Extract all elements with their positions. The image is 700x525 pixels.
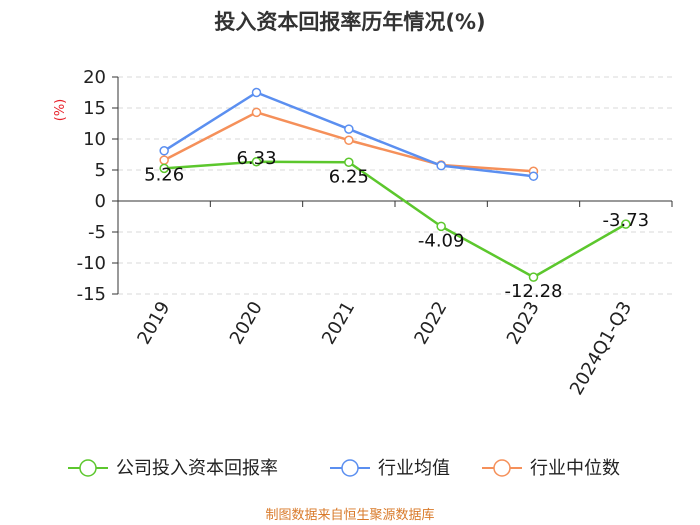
y-tick-label: 20	[83, 67, 106, 88]
data-point	[251, 107, 262, 118]
data-point	[344, 124, 354, 134]
y-tick-label: 5	[95, 160, 106, 181]
y-tick-label: -10	[77, 253, 106, 274]
legend-marker	[493, 459, 511, 477]
x-tick-label: 2022	[410, 298, 451, 348]
y-tick-label: -15	[77, 284, 106, 305]
legend-label: 行业均值	[378, 458, 450, 479]
legend-marker	[341, 459, 359, 477]
x-tick-label: 2023	[503, 298, 544, 348]
source-note: 制图数据来自恒生聚源数据库	[265, 507, 434, 523]
y-tick-labels: 20 15 10 5 0 -5 -10 -15	[77, 67, 106, 305]
data-point	[159, 155, 169, 165]
data-point	[621, 219, 631, 229]
data-point	[528, 171, 539, 181]
data-label: 6.33	[236, 148, 276, 169]
legend-label: 行业中位数	[530, 458, 620, 479]
y-tick-label: 15	[83, 98, 106, 119]
x-tick-label: 2019	[133, 298, 174, 348]
x-tick-label: 2020	[226, 298, 267, 348]
x-tick-label: 2024Q1-Q3	[566, 298, 636, 399]
x-tick-labels: 2019 2020 2021 2022 2023 2024Q1-Q3	[133, 298, 636, 399]
data-labels: 5.26 6.33 6.25 -4.09 -12.28 -3.73	[144, 148, 649, 302]
data-point	[436, 221, 446, 232]
data-label: -3.73	[603, 210, 650, 231]
data-label: 6.25	[329, 166, 369, 187]
data-point	[251, 87, 262, 98]
data-point	[159, 146, 169, 156]
chart-title: 投入资本回报率历年情况(%)	[214, 10, 485, 34]
series-line	[164, 160, 627, 279]
data-point	[436, 160, 446, 171]
data-point	[344, 157, 354, 167]
data-point	[251, 157, 262, 167]
data-label: -12.28	[504, 281, 562, 302]
y-tick-label: 10	[83, 129, 106, 150]
x-tick-label: 2021	[318, 298, 359, 348]
y-axis-label: (%)	[53, 99, 68, 122]
legend-marker	[79, 459, 97, 477]
gridlines	[118, 76, 672, 295]
data-label: 5.26	[144, 164, 184, 185]
legend-label: 公司投入资本回报率	[116, 458, 278, 479]
data-point	[528, 272, 539, 282]
axes	[112, 76, 673, 295]
data-point	[344, 135, 354, 145]
data-label: -4.09	[418, 230, 465, 251]
series-lines	[159, 87, 631, 282]
legend: 公司投入资本回报率 行业均值 行业中位数	[68, 458, 620, 479]
y-tick-label: -5	[88, 222, 106, 243]
data-point	[159, 163, 169, 174]
y-tick-label: 0	[95, 191, 106, 212]
